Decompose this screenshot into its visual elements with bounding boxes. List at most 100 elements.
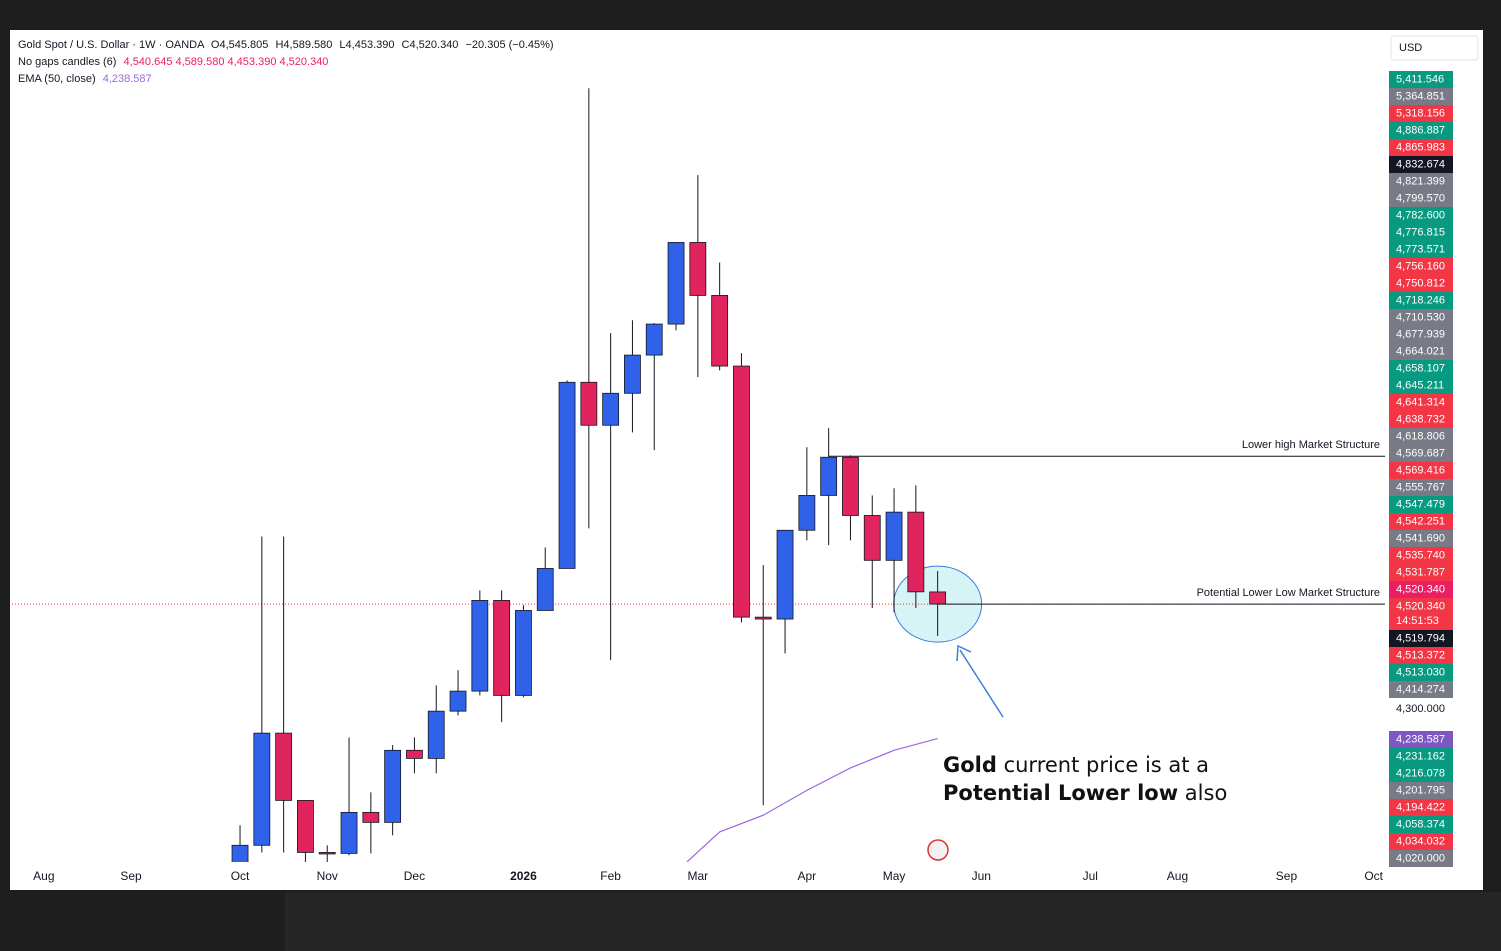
- price-label: 4,201.795: [1396, 784, 1445, 796]
- candle-body: [733, 365, 750, 618]
- price-label-box: [1389, 326, 1453, 343]
- price-label-box: [1389, 309, 1453, 326]
- candle-body: [297, 800, 314, 853]
- price-label-box: [1389, 664, 1453, 681]
- price-label: 4,034.032: [1396, 835, 1445, 847]
- price-label-box: [1389, 530, 1453, 547]
- price-label-box: [1389, 71, 1453, 88]
- price-label-box: [1389, 156, 1453, 173]
- price-label: 4,886.887: [1396, 124, 1445, 136]
- currency-box[interactable]: [1390, 35, 1479, 61]
- annotation-text: also: [1178, 781, 1227, 805]
- candle-body: [536, 568, 554, 611]
- candle-body: [471, 600, 489, 692]
- candle-body: [689, 242, 707, 296]
- price-label: 4,782.600: [1396, 209, 1445, 221]
- candle-body: [667, 242, 685, 325]
- x-tick-label: Dec: [404, 869, 425, 883]
- price-label: 4,821.399: [1396, 175, 1445, 187]
- candle-body: [711, 295, 729, 367]
- y-tick-label: 4,300.000: [1396, 703, 1445, 715]
- price-label: 5,318.156: [1396, 107, 1445, 119]
- ema-line: [686, 737, 938, 862]
- arrow: [959, 649, 1004, 718]
- flag-icon[interactable]: [927, 839, 949, 861]
- price-label: 4,865.983: [1396, 141, 1445, 153]
- change: −20.305 (−0.45%): [466, 39, 554, 51]
- price-label-box: [1389, 88, 1453, 105]
- candle-body: [929, 591, 947, 605]
- candle-body: [515, 610, 532, 696]
- candle-body: [449, 690, 467, 712]
- price-label: 4,231.162: [1396, 750, 1445, 762]
- countdown: 14:51:53: [1396, 615, 1439, 627]
- indicator-value: 4,238.587: [103, 73, 152, 85]
- price-label-box: [1389, 207, 1453, 224]
- price-label-box: [1389, 139, 1453, 156]
- price-label-box: [1389, 275, 1453, 292]
- price-label: 4,664.021: [1396, 345, 1445, 357]
- price-label-box: [1389, 394, 1453, 411]
- price-label-box: [1389, 445, 1453, 462]
- x-tick-label: May: [883, 869, 906, 883]
- candle-body: [624, 354, 641, 394]
- price-label: 4,756.160: [1396, 260, 1445, 272]
- x-tick-label: Sep: [120, 869, 142, 883]
- indicator-name: No gaps candles (6): [18, 56, 116, 68]
- price-label: 4,710.530: [1396, 311, 1445, 323]
- x-tick-label: 2026: [510, 869, 537, 883]
- price-label-box: [1389, 816, 1453, 833]
- level-label: Lower high Market Structure: [1242, 439, 1380, 451]
- price-label: 5,411.546: [1396, 73, 1444, 85]
- x-tick-label: Nov: [317, 869, 338, 883]
- candle-body: [558, 381, 576, 569]
- level-label: Potential Lower Low Market Structure: [1197, 587, 1380, 599]
- annotation: Potential Lower low also: [943, 781, 1227, 805]
- candle-body: [580, 381, 598, 426]
- price-label-box: [1389, 479, 1453, 496]
- candle-body: [885, 511, 903, 561]
- price-label-box: [1389, 496, 1453, 513]
- price-label-box: [1389, 258, 1453, 275]
- indicator-line: EMA (50, close) 4,238.587: [18, 73, 152, 85]
- price-label-box: [1389, 224, 1453, 241]
- price-label: 5,364.851: [1396, 90, 1445, 102]
- price-label-box: [1389, 411, 1453, 428]
- price-label: 4,658.107: [1396, 362, 1445, 374]
- bottom-panel: [285, 892, 1501, 951]
- price-label-box: [1389, 564, 1453, 581]
- price-label-box: [1389, 360, 1453, 377]
- price-label-box: [1389, 598, 1453, 630]
- x-tick-label: Mar: [688, 869, 709, 883]
- candle-body: [907, 511, 925, 593]
- x-tick-label: Oct: [231, 869, 250, 883]
- price-label: 4,799.570: [1396, 192, 1445, 204]
- price-label-box: [1389, 630, 1453, 647]
- currency: USD: [1399, 42, 1422, 54]
- price-label-box: [1389, 513, 1453, 530]
- candle-body: [384, 749, 402, 823]
- x-tick-label: Sep: [1276, 869, 1298, 883]
- price-label: 4,718.246: [1396, 294, 1445, 306]
- price-label-box: [1389, 343, 1453, 360]
- price-label-box: [1389, 748, 1453, 765]
- price-label: 4,520.340: [1396, 600, 1445, 612]
- price-label-box: [1389, 782, 1453, 799]
- x-tick-label: Aug: [33, 869, 54, 883]
- candle-body: [340, 811, 358, 854]
- price-label-box: [1389, 833, 1453, 850]
- price-label-box: [1389, 731, 1453, 748]
- annotation-bold: Gold: [943, 753, 997, 777]
- candle-body: [754, 616, 772, 620]
- price-label-box: [1389, 462, 1453, 479]
- price-label: 4,020.000: [1396, 852, 1445, 864]
- x-tick-label: Apr: [798, 869, 817, 883]
- price-label: 4,216.078: [1396, 767, 1445, 779]
- price-label: 4,569.416: [1396, 464, 1445, 476]
- price-label: 4,535.740: [1396, 549, 1445, 561]
- candle-body: [842, 456, 859, 516]
- annotation-text: current price is at a: [997, 753, 1209, 777]
- ohlc: O4,545.805: [211, 39, 269, 51]
